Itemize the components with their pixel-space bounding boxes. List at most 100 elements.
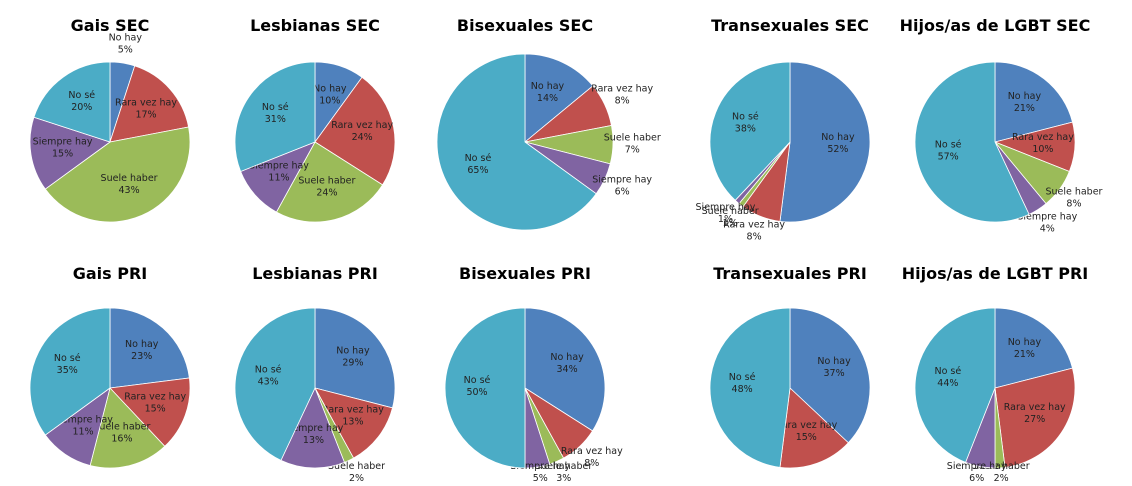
slice-label: Rara vez hay 17%: [115, 97, 177, 120]
slice-label: Siempre hay 11%: [53, 415, 113, 438]
chart-title: Transexuales PRI: [713, 264, 867, 283]
slice-category: Rara vez hay: [561, 446, 623, 457]
slice-value: 21%: [1014, 103, 1035, 114]
slice-category: Suele haber: [604, 132, 661, 143]
slice-category: No sé: [732, 111, 759, 122]
chart-title: Transexuales SEC: [711, 16, 869, 35]
slice-category: No sé: [934, 366, 961, 377]
slice-value: 15%: [145, 403, 166, 414]
slice-value: 15%: [52, 149, 73, 160]
slice-value: 13%: [303, 435, 324, 446]
slice-category: Suele haber: [973, 461, 1030, 472]
slice-category: No sé: [255, 365, 282, 376]
slice-value: 13%: [342, 416, 363, 427]
slice-category: Rara vez hay: [322, 404, 384, 415]
pie-slice: [109, 377, 191, 447]
chart-title: Hijos/as de LGBT PRI: [902, 264, 1089, 283]
slice-value: 29%: [342, 358, 363, 369]
slice-value: 43%: [258, 377, 279, 388]
slice-label: Siempre hay 4%: [1017, 211, 1077, 234]
slice-label: No hay 14%: [531, 81, 565, 104]
pie-slice: [314, 76, 396, 186]
slice-value: 2%: [994, 473, 1009, 484]
slice-category: Siempre hay: [947, 461, 1007, 472]
slice-label: No hay 5%: [109, 33, 143, 56]
slice-value: 52%: [827, 144, 848, 155]
pie-slice: [29, 116, 111, 190]
slice-label: Siempre hay 5%: [510, 461, 570, 484]
slice-label: Suele haber 1%: [702, 206, 759, 229]
slice-value: 65%: [467, 165, 488, 176]
slice-label: No hay 29%: [336, 346, 370, 369]
slice-value: 31%: [265, 114, 286, 125]
slice-value: 17%: [135, 109, 156, 120]
slice-value: 27%: [1024, 414, 1045, 425]
pie-slice: [33, 61, 111, 143]
slice-category: Siempre hay: [510, 461, 570, 472]
slice-category: Siempre hay: [53, 415, 113, 426]
slice-value: 5%: [533, 473, 548, 484]
slice-label: Suele haber 7%: [604, 132, 661, 155]
slice-value: 3%: [556, 473, 571, 484]
slice-value: 4%: [1040, 223, 1055, 234]
pie-slice: [914, 307, 996, 463]
slice-category: Suele haber: [328, 461, 385, 472]
pie-slice: [779, 61, 871, 223]
pie-slice: [524, 307, 606, 432]
slice-category: No hay: [550, 352, 584, 363]
slice-label: Rara vez hay 15%: [124, 391, 186, 414]
slice-category: Suele haber: [1045, 186, 1102, 197]
slice-category: Rara vez hay: [723, 220, 785, 231]
slice-value: 50%: [466, 387, 487, 398]
pie-slice: [994, 61, 1073, 143]
slice-value: 1%: [718, 214, 733, 225]
slice-label: Suele haber 43%: [101, 173, 158, 196]
slice-label: Rara vez hay 8%: [723, 220, 785, 243]
chart-title: Hijos/as de LGBT SEC: [900, 16, 1091, 35]
slice-category: Siempre hay: [592, 175, 652, 186]
slice-value: 15%: [796, 432, 817, 443]
slice-value: 38%: [735, 123, 756, 134]
slice-category: Rara vez hay: [775, 420, 837, 431]
slice-label: Suele haber 3%: [535, 461, 592, 484]
pie-slice: [314, 387, 393, 459]
slice-label: No sé 20%: [68, 90, 95, 113]
slice-value: 6%: [615, 187, 630, 198]
slice-category: Rara vez hay: [1012, 132, 1074, 143]
slice-label: No sé 43%: [255, 365, 282, 388]
slice-label: No hay 23%: [125, 339, 159, 362]
slice-label: Rara vez hay 10%: [1012, 132, 1074, 155]
slice-category: Siempre hay: [1017, 211, 1077, 222]
slice-value: 37%: [823, 368, 844, 379]
slice-category: Siempre hay: [284, 423, 344, 434]
pie-slice: [275, 141, 384, 223]
slice-value: 8%: [1066, 198, 1081, 209]
slice-category: No hay: [109, 33, 143, 44]
slice-value: 20%: [71, 102, 92, 113]
pie-slice: [524, 53, 594, 143]
slice-label: No hay 10%: [313, 83, 347, 106]
slice-category: No hay: [531, 81, 565, 92]
slice-label: Siempre hay 6%: [947, 461, 1007, 484]
pie-slice: [109, 307, 190, 389]
slice-value: 48%: [732, 384, 753, 395]
pie-slice: [994, 367, 1076, 468]
slice-value: 8%: [584, 458, 599, 469]
slice-label: Suele haber 16%: [93, 421, 150, 444]
slice-label: No sé 65%: [465, 153, 492, 176]
slice-category: Rara vez hay: [331, 120, 393, 131]
slice-value: 16%: [111, 433, 132, 444]
slice-category: No sé: [68, 90, 95, 101]
slice-label: Siempre hay 15%: [33, 137, 93, 160]
slice-category: No hay: [821, 132, 855, 143]
slice-category: Rara vez hay: [1004, 402, 1066, 413]
slice-label: Suele haber 8%: [1045, 186, 1102, 209]
slice-label: No hay 21%: [1008, 337, 1042, 360]
slice-category: No sé: [54, 353, 81, 364]
pie-slice: [280, 386, 345, 469]
slice-category: No sé: [729, 372, 756, 383]
chart-title: Lesbianas PRI: [252, 264, 378, 283]
slice-category: Rara vez hay: [124, 391, 186, 402]
pie-slice: [314, 307, 396, 409]
